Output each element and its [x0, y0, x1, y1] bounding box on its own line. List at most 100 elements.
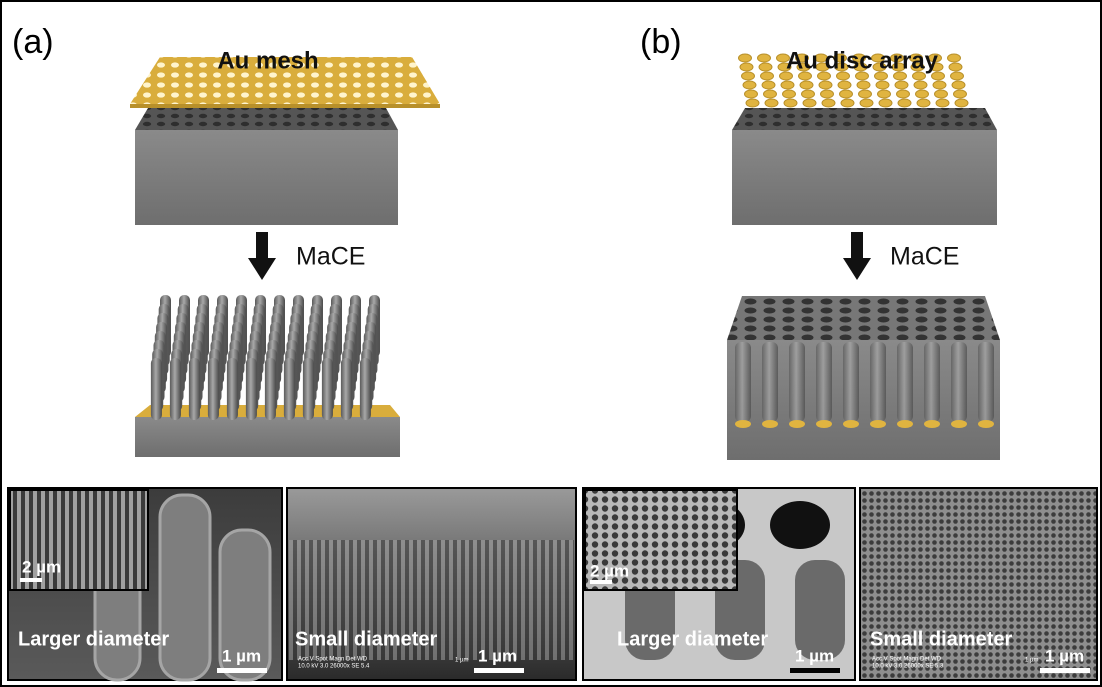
scale-bar [1040, 668, 1090, 673]
nanowire [208, 358, 219, 420]
nanowire [341, 358, 352, 420]
au-disc [746, 99, 759, 107]
layer-label: Au disc array [786, 47, 939, 74]
pore [789, 342, 805, 422]
pore [951, 342, 967, 422]
au-mesh-edge [130, 104, 440, 108]
scale-bar [20, 578, 42, 582]
au-disc [935, 90, 948, 98]
pore [816, 342, 832, 422]
au-disc [821, 90, 834, 98]
nanowire [322, 358, 333, 420]
nanowire [265, 358, 276, 420]
metadata: 1 µm [455, 658, 468, 664]
pore [843, 342, 859, 422]
au-disc [879, 99, 892, 107]
au-disc [978, 420, 994, 428]
metadata: Acc.V Spot Magn Det WD [298, 657, 368, 663]
au-disc [819, 81, 832, 89]
au-disc [936, 99, 949, 107]
au-disc [895, 81, 908, 89]
au-disc [949, 63, 962, 71]
inset-scale: 2 µm [22, 557, 61, 576]
pore [770, 501, 830, 549]
au-disc [843, 420, 859, 428]
au-disc [876, 81, 889, 89]
pore-wall [795, 560, 845, 660]
nanowire [284, 358, 295, 420]
block-top [732, 108, 997, 130]
au-disc [838, 81, 851, 89]
block-front [135, 417, 400, 457]
pore [735, 342, 751, 422]
au-disc [742, 72, 755, 80]
au-disc [765, 99, 778, 107]
caption: Larger diameter [18, 628, 169, 650]
au-disc [822, 99, 835, 107]
au-disc [802, 90, 815, 98]
scale-bar [217, 668, 267, 673]
metadata: 10.0 kV 3.0 26000x SE 5.3 [872, 664, 944, 670]
nanowire [151, 358, 162, 420]
au-disc [735, 420, 751, 428]
nanowire [227, 358, 238, 420]
schematics [8, 54, 1097, 680]
pore [762, 342, 778, 422]
au-disc [840, 90, 853, 98]
metadata: Acc.V Spot Magn Det WD [872, 657, 942, 663]
au-disc [878, 90, 891, 98]
au-disc [762, 81, 775, 89]
pore [978, 342, 994, 422]
pore [897, 342, 913, 422]
au-disc [917, 99, 930, 107]
au-disc [916, 90, 929, 98]
block-top [727, 296, 1000, 340]
au-disc [784, 99, 797, 107]
scale-bar [790, 668, 840, 673]
au-disc [762, 420, 778, 428]
caption: Small diameter [870, 628, 1013, 650]
scale-bar-label: 1 µm [795, 646, 834, 665]
arrow [843, 258, 871, 280]
metadata: 1 µm [1025, 658, 1038, 664]
scale-bar-label: 1 µm [478, 646, 517, 665]
block-front [135, 130, 398, 225]
au-disc [739, 54, 752, 62]
scale-bar [474, 668, 524, 673]
pore [924, 342, 940, 422]
scale-bar [590, 580, 612, 584]
nanowire [170, 358, 181, 420]
au-disc [740, 63, 753, 71]
arrow [248, 258, 276, 280]
au-disc [841, 99, 854, 107]
pore [870, 342, 886, 422]
caption: Larger diameter [617, 628, 768, 650]
process-label: MaCE [296, 243, 365, 271]
au-disc [951, 420, 967, 428]
au-disc [816, 420, 832, 428]
figure: (a) (b) Au mesh Au disc array MaCE MaCE … [0, 0, 1102, 687]
au-disc [955, 99, 968, 107]
au-disc [859, 90, 872, 98]
nanowire [189, 358, 200, 420]
au-disc [789, 420, 805, 428]
block-front [732, 130, 997, 225]
au-disc [948, 54, 961, 62]
caption: Small diameter [295, 628, 438, 650]
au-disc [897, 420, 913, 428]
au-disc [761, 72, 774, 80]
au-disc [800, 81, 813, 89]
au-disc [764, 90, 777, 98]
panel-label: (a) [12, 23, 54, 61]
layer-label: Au mesh [217, 47, 318, 74]
block-top [135, 108, 398, 130]
au-disc [783, 90, 796, 98]
au-disc [870, 420, 886, 428]
au-disc [781, 81, 794, 89]
nanowire [303, 358, 314, 420]
pillar [160, 495, 210, 680]
arrow [256, 232, 268, 260]
metadata: 10.0 kV 3.0 26000x SE 5.4 [298, 664, 370, 670]
arrow [851, 232, 863, 260]
process-label: MaCE [890, 243, 959, 271]
